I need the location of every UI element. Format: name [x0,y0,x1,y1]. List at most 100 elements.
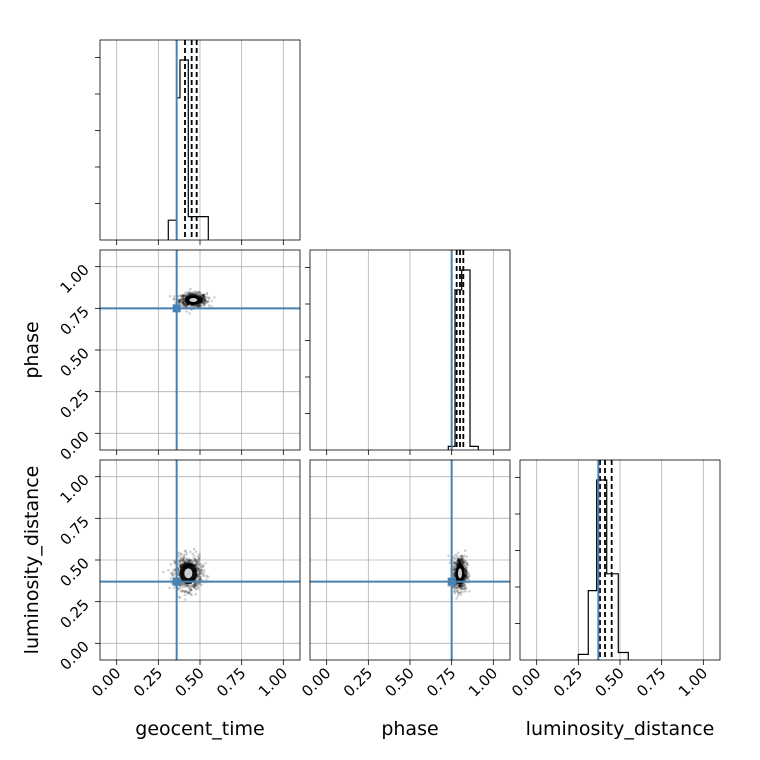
sample-point [464,573,468,576]
sample-point [178,596,182,600]
sample-point [189,293,192,297]
sample-point [203,295,206,298]
sample-point [465,555,469,558]
sample-point [187,585,190,589]
sample-point [197,572,200,576]
sample-point [455,556,458,560]
sample-point [194,560,198,563]
sample-point [179,560,182,564]
sample-point [189,588,192,591]
sample-point [178,565,182,568]
sample-point [201,301,205,304]
sample-point [194,587,197,590]
sample-point [452,573,455,576]
sample-point [184,549,187,552]
sample-point [184,553,187,557]
sample-point [459,585,463,589]
sample-point [205,296,209,299]
sample-point [464,569,468,572]
sample-point [460,583,463,586]
sample-point [179,553,183,556]
sample-point [194,304,198,308]
sample-point [191,584,194,587]
sample-point [455,561,459,565]
sample-point [464,575,468,578]
sample-point [182,557,185,560]
sample-point [185,302,189,306]
sample-point [181,589,184,592]
sample-point [464,575,468,578]
sample-point [204,299,208,303]
sample-point [186,591,189,595]
sample-point [198,568,201,571]
sample-point [462,590,465,594]
scatter-samples-geocent_time-phase [168,287,216,315]
sample-point [181,301,185,304]
sample-point [193,290,197,294]
sample-point [190,589,194,592]
sample-point [171,574,174,577]
sample-point [203,298,206,302]
sample-point [191,552,194,556]
sample-point [179,590,183,593]
sample-point [190,293,194,297]
sample-point [201,563,205,567]
sample-point [182,301,186,305]
sample-point [194,592,197,596]
sample-point [172,573,175,577]
sample-point [465,566,468,569]
sample-point [458,586,462,590]
sample-point [206,575,210,578]
sample-point [198,304,201,307]
x-tick-label-luminosity_distance-0: 0.00 [508,664,544,700]
sample-point [196,567,199,571]
sample-point [465,571,469,575]
sample-point [452,572,456,576]
sample-point [457,592,461,595]
sample-point [194,303,198,307]
sample-point [197,563,200,566]
sample-point [177,551,180,554]
sample-point [455,597,458,600]
sample-point [465,573,469,577]
sample-point [460,587,464,591]
sample-point [200,571,204,575]
sample-point [463,554,466,558]
y-tick-label-phase-1: 0.25 [56,386,92,422]
sample-point [189,592,193,596]
sample-point [461,586,464,589]
sample-point [181,295,185,298]
sample-point [457,557,460,561]
sample-point [453,568,457,571]
sample-point [197,294,200,297]
sample-point [454,553,457,557]
sample-point [188,293,191,297]
sample-point [183,294,186,298]
x-tick-label-geocent_time-2: 0.50 [171,664,207,700]
sample-point [192,584,195,588]
sample-point [459,557,462,561]
sample-point [465,577,469,580]
sample-point [463,576,467,579]
sample-point [181,295,185,298]
sample-point [172,297,176,301]
sample-point [198,575,202,579]
sample-point [182,304,186,308]
x-tick-label-luminosity_distance-4: 1.00 [675,664,711,700]
sample-point [178,298,181,302]
x-tick-label-phase-2: 0.50 [381,664,417,700]
sample-point [189,287,192,291]
sample-point [172,570,175,574]
sample-point [196,567,200,571]
sample-point [189,304,193,308]
sample-point [458,559,461,562]
sample-point [198,304,202,308]
sample-point [178,301,182,304]
sample-point [463,583,467,587]
sample-point [199,567,203,570]
sample-point [184,589,188,593]
sample-point [187,584,190,587]
sample-point [464,567,467,570]
sample-point [202,295,206,298]
sample-point [192,547,196,551]
